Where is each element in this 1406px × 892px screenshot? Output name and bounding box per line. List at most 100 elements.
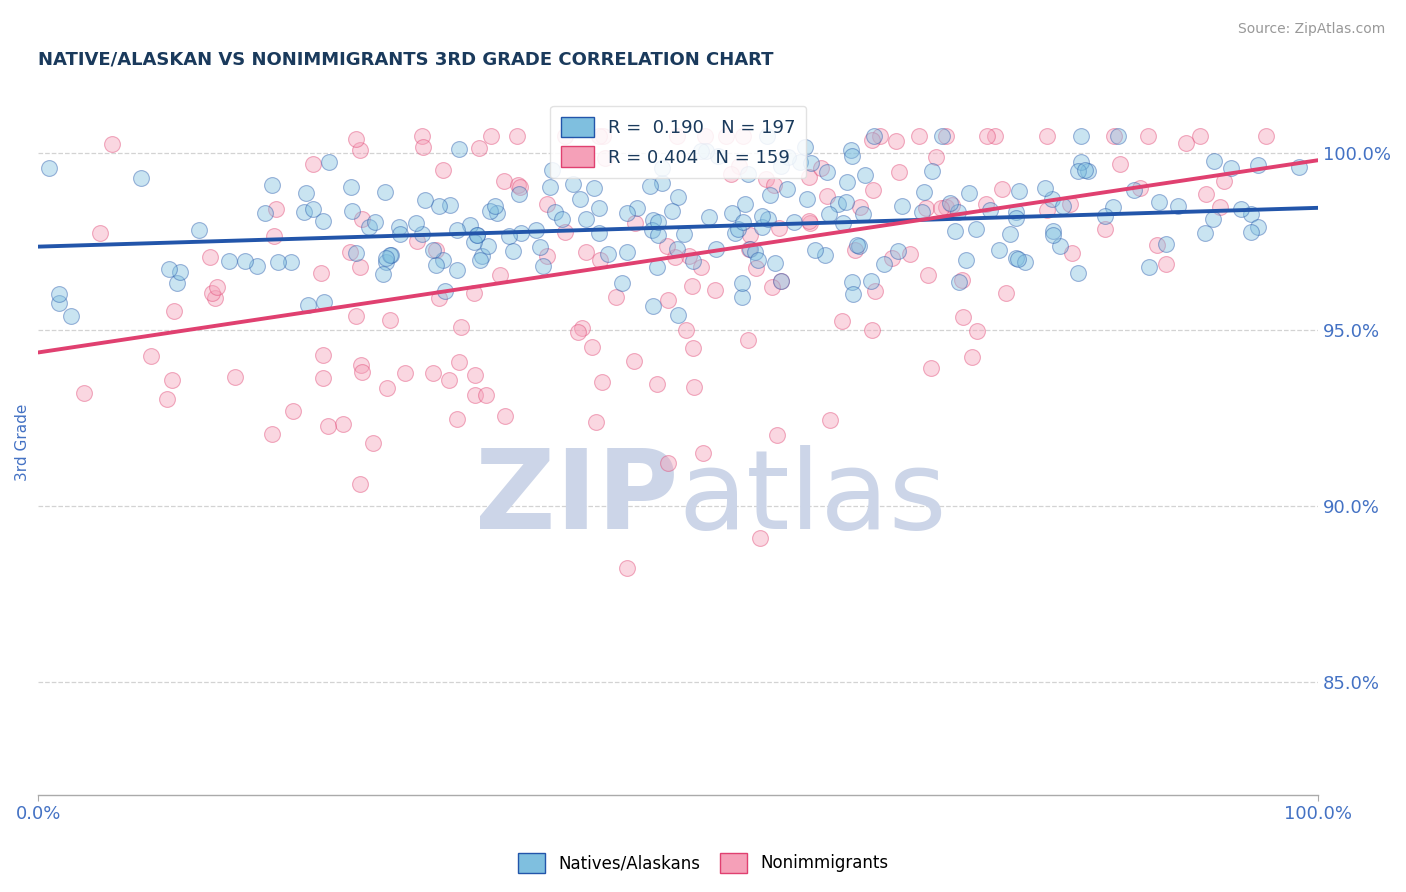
Point	[583, 181, 606, 195]
Point	[339, 245, 361, 260]
Point	[361, 436, 384, 450]
Point	[498, 228, 520, 243]
Point	[1102, 128, 1125, 143]
Point	[911, 205, 934, 219]
Point	[349, 143, 371, 157]
Point	[101, 137, 124, 152]
Point	[673, 227, 696, 241]
Point	[1254, 128, 1277, 143]
Point	[834, 195, 856, 210]
Legend: R =  0.190   N = 197, R = 0.404   N = 159: R = 0.190 N = 197, R = 0.404 N = 159	[550, 106, 806, 178]
Point	[224, 370, 246, 384]
Point	[475, 387, 498, 401]
Point	[704, 283, 727, 297]
Point	[509, 180, 531, 194]
Point	[1107, 128, 1129, 143]
Point	[422, 366, 444, 380]
Point	[411, 128, 433, 143]
Point	[349, 476, 371, 491]
Point	[524, 223, 547, 237]
Point	[479, 128, 502, 143]
Point	[914, 202, 936, 216]
Point	[737, 333, 759, 347]
Point	[727, 222, 749, 236]
Point	[301, 157, 323, 171]
Point	[889, 165, 911, 179]
Point	[1014, 255, 1036, 269]
Point	[1070, 154, 1092, 169]
Point	[860, 133, 883, 147]
Point	[477, 239, 499, 253]
Point	[948, 275, 970, 289]
Point	[486, 205, 509, 219]
Point	[434, 284, 457, 298]
Point	[411, 227, 433, 242]
Point	[966, 324, 988, 338]
Point	[666, 309, 689, 323]
Point	[761, 280, 783, 294]
Point	[510, 227, 533, 241]
Point	[804, 243, 827, 257]
Point	[364, 215, 387, 229]
Point	[169, 265, 191, 279]
Point	[952, 310, 974, 324]
Point	[413, 193, 436, 207]
Point	[862, 183, 884, 197]
Point	[755, 128, 778, 143]
Point	[465, 227, 488, 242]
Point	[796, 192, 818, 206]
Point	[163, 304, 186, 318]
Point	[831, 216, 853, 230]
Point	[955, 252, 977, 267]
Point	[841, 149, 863, 163]
Point	[853, 168, 876, 182]
Point	[921, 164, 943, 178]
Point	[831, 314, 853, 328]
Point	[309, 266, 332, 280]
Point	[465, 227, 488, 242]
Point	[657, 456, 679, 470]
Point	[592, 128, 614, 143]
Point	[666, 242, 689, 256]
Point	[253, 206, 276, 220]
Point	[1005, 252, 1028, 266]
Point	[839, 143, 862, 157]
Point	[1059, 197, 1081, 211]
Point	[920, 360, 942, 375]
Point	[848, 239, 870, 253]
Point	[626, 201, 648, 215]
Point	[641, 223, 664, 237]
Point	[204, 291, 226, 305]
Point	[156, 392, 179, 407]
Point	[769, 274, 792, 288]
Point	[484, 199, 506, 213]
Point	[935, 200, 957, 214]
Point	[678, 249, 700, 263]
Text: ZIP: ZIP	[475, 445, 678, 552]
Point	[665, 128, 688, 143]
Point	[1042, 227, 1064, 242]
Point	[931, 128, 953, 143]
Point	[908, 128, 931, 143]
Point	[463, 235, 485, 250]
Point	[529, 240, 551, 254]
Point	[312, 213, 335, 227]
Point	[731, 290, 754, 304]
Point	[375, 251, 398, 265]
Point	[616, 561, 638, 575]
Point	[538, 180, 561, 194]
Point	[160, 373, 183, 387]
Point	[974, 197, 997, 211]
Point	[460, 218, 482, 232]
Point	[344, 246, 367, 260]
Point	[860, 323, 883, 337]
Point	[682, 253, 704, 268]
Point	[1230, 202, 1253, 216]
Point	[73, 386, 96, 401]
Point	[449, 355, 471, 369]
Point	[692, 446, 714, 460]
Point	[645, 376, 668, 391]
Point	[744, 244, 766, 259]
Point	[373, 267, 395, 281]
Point	[235, 254, 257, 268]
